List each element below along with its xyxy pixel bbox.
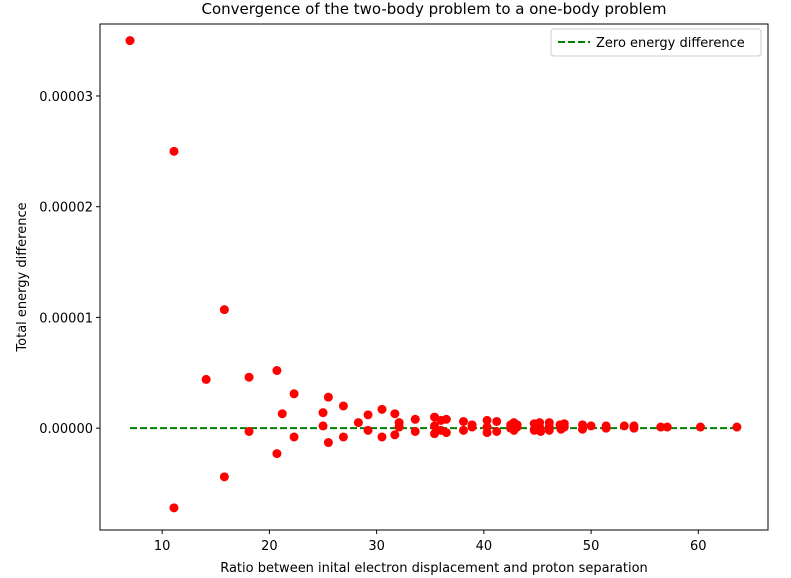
data-point — [363, 425, 373, 435]
data-point — [601, 423, 611, 433]
y-tick-label: 0.00001 — [39, 311, 93, 326]
x-tick-label: 50 — [583, 539, 600, 554]
y-axis: 0.00000 0.00001 0.00002 0.00003 — [39, 90, 100, 437]
data-point — [441, 428, 451, 438]
data-point — [390, 430, 400, 440]
legend-label: Zero energy difference — [596, 36, 745, 51]
x-tick-label: 10 — [154, 539, 171, 554]
x-axis: 10 20 30 40 50 60 — [154, 530, 707, 554]
y-tick-label: 0.00000 — [39, 422, 93, 437]
data-point — [467, 422, 477, 432]
data-point — [219, 305, 229, 315]
data-point — [656, 422, 666, 432]
data-point — [578, 424, 588, 434]
data-points — [125, 36, 742, 513]
data-point — [289, 389, 299, 399]
data-point — [410, 414, 420, 424]
data-point — [544, 425, 554, 435]
data-point — [377, 432, 387, 442]
data-point — [338, 401, 348, 411]
y-tick-label: 0.00002 — [39, 201, 93, 216]
data-point — [662, 422, 672, 432]
data-point — [512, 422, 522, 432]
data-point — [363, 410, 373, 420]
y-tick-label: 0.00003 — [39, 90, 93, 105]
data-point — [619, 421, 629, 431]
data-point — [695, 422, 705, 432]
data-point — [219, 472, 229, 482]
data-point — [338, 432, 348, 442]
data-point — [318, 408, 328, 418]
data-point — [390, 409, 400, 419]
data-point — [458, 425, 468, 435]
data-point — [169, 146, 179, 156]
data-point — [732, 422, 742, 432]
data-point — [629, 423, 639, 433]
x-tick-label: 40 — [476, 539, 493, 554]
chart-title: Convergence of the two-body problem to a… — [201, 0, 666, 18]
data-point — [323, 392, 333, 402]
data-point — [377, 404, 387, 414]
x-tick-label: 60 — [690, 539, 707, 554]
data-point — [536, 426, 546, 436]
plot-area — [99, 23, 769, 531]
data-point — [323, 438, 333, 448]
data-point — [244, 372, 254, 382]
x-axis-label: Ratio between inital electron displaceme… — [220, 561, 648, 576]
data-point — [492, 426, 502, 436]
x-tick-label: 20 — [261, 539, 278, 554]
data-point — [272, 366, 282, 376]
data-point — [410, 426, 420, 436]
data-point — [353, 418, 363, 428]
legend-box — [550, 28, 762, 57]
data-point — [277, 409, 287, 419]
x-tick-label: 30 — [368, 539, 385, 554]
data-point — [430, 421, 440, 431]
data-point — [272, 449, 282, 459]
data-point — [492, 416, 502, 426]
data-point — [394, 422, 404, 432]
data-point — [441, 414, 451, 424]
data-point — [458, 416, 468, 426]
y-axis-label: Total energy difference — [15, 202, 30, 352]
data-point — [125, 36, 135, 46]
data-point — [586, 421, 596, 431]
data-point — [244, 426, 254, 436]
data-point — [482, 415, 492, 425]
data-point — [318, 421, 328, 431]
data-point — [289, 432, 299, 442]
data-point — [169, 503, 179, 513]
data-point — [559, 422, 569, 432]
legend: Zero energy difference — [550, 28, 762, 57]
data-point — [482, 428, 492, 438]
data-point — [201, 374, 211, 384]
